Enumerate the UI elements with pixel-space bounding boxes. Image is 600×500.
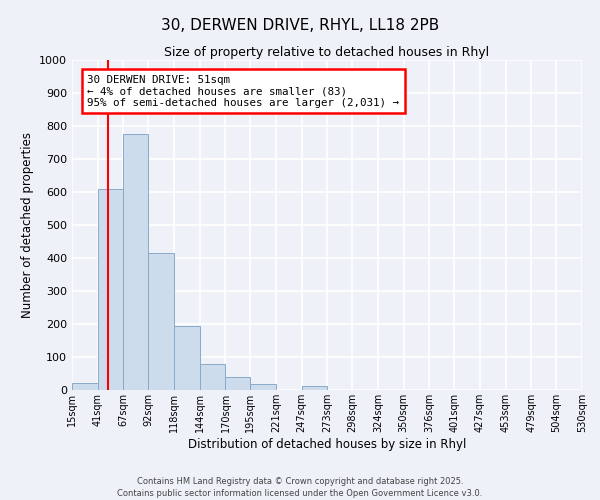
Text: 30 DERWEN DRIVE: 51sqm
← 4% of detached houses are smaller (83)
95% of semi-deta: 30 DERWEN DRIVE: 51sqm ← 4% of detached … (88, 75, 400, 108)
Bar (124, 134, 148, 390)
Text: 30, DERWEN DRIVE, RHYL, LL18 2PB: 30, DERWEN DRIVE, RHYL, LL18 2PB (161, 18, 439, 32)
Bar (226, 377, 250, 390)
Title: Size of property relative to detached houses in Rhyl: Size of property relative to detached ho… (164, 46, 490, 59)
Bar (98, 188, 124, 390)
Bar (200, 364, 226, 390)
Bar (72, 384, 98, 390)
X-axis label: Distribution of detached houses by size in Rhyl: Distribution of detached houses by size … (188, 438, 466, 450)
Text: Contains HM Land Registry data © Crown copyright and database right 2025.
Contai: Contains HM Land Registry data © Crown c… (118, 476, 482, 498)
Bar (148, 253, 174, 390)
Bar (250, 384, 276, 390)
Y-axis label: Number of detached properties: Number of detached properties (20, 132, 34, 318)
Bar (302, 386, 328, 390)
Bar (174, 326, 200, 390)
